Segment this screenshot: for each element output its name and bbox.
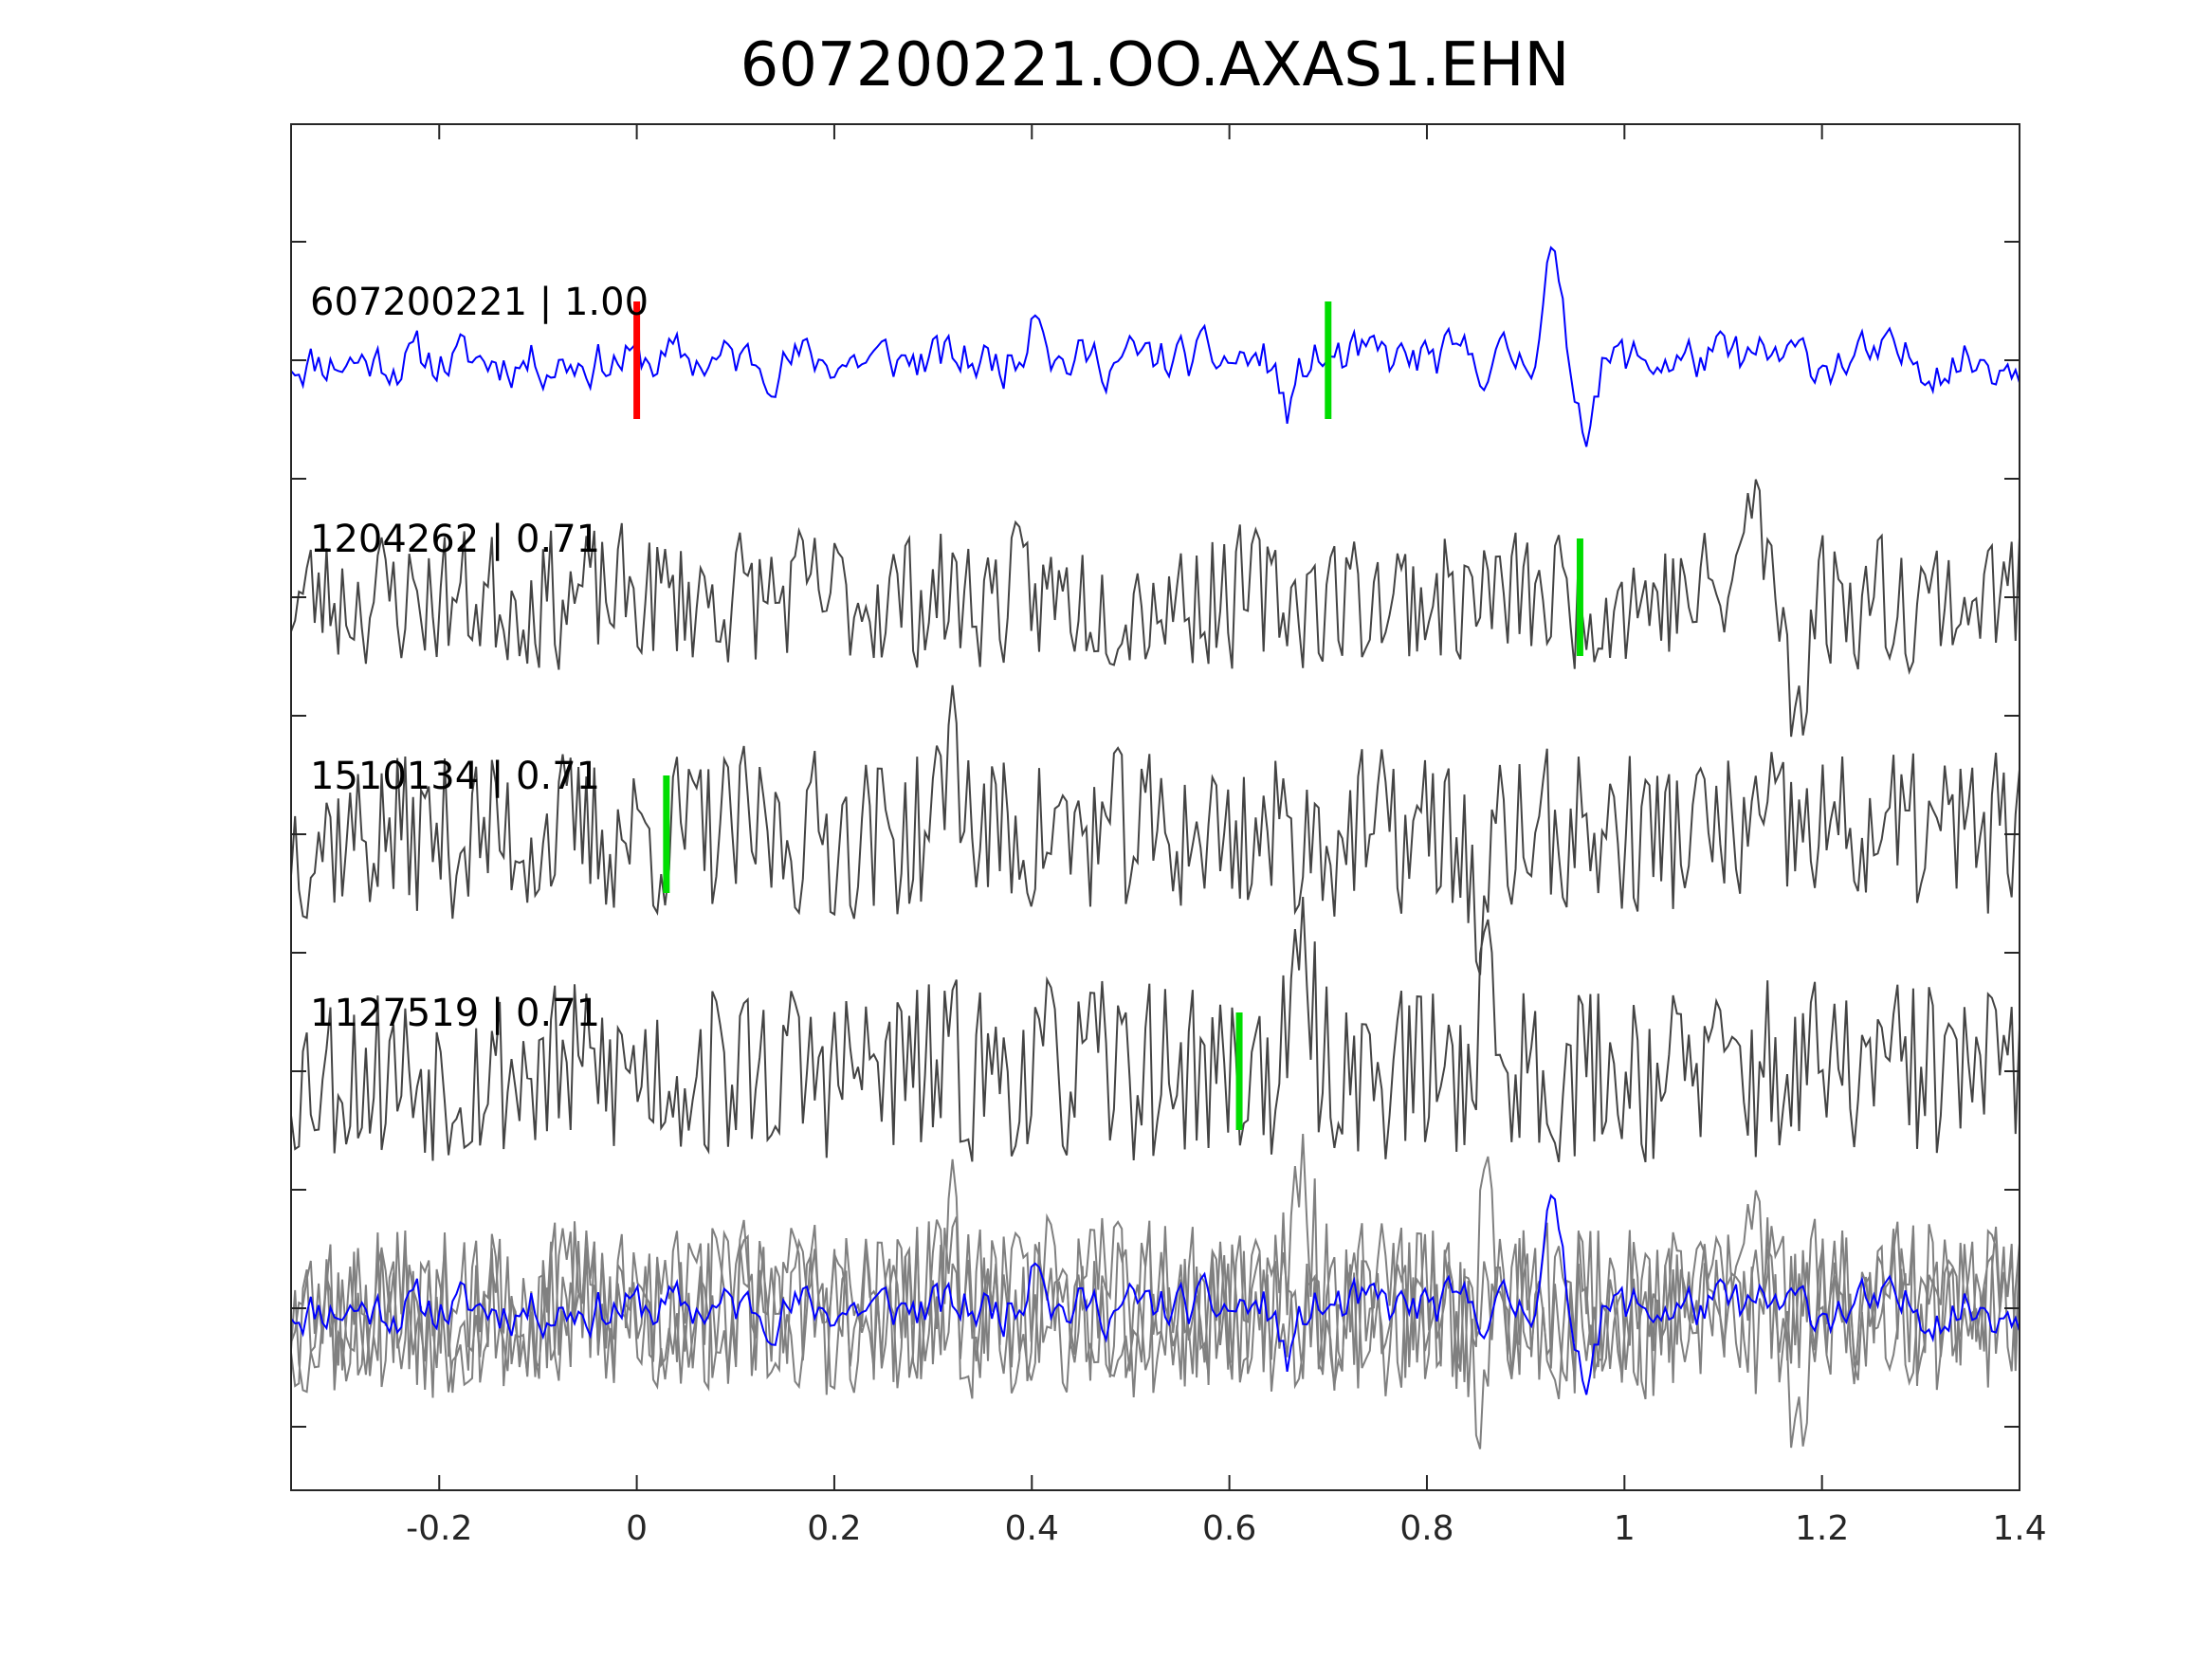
overlay-trace-1 [290, 1194, 2020, 1395]
trace-4 [290, 896, 2020, 1163]
x-tick-label: 0 [626, 1509, 648, 1548]
x-tick-label: 0.2 [807, 1509, 861, 1548]
trace-label-3: 1510134 | 0.71 [310, 755, 600, 798]
x-tick-label: -0.2 [406, 1509, 472, 1548]
trace-3 [290, 684, 2020, 975]
trace-labels: 607200221 | 1.00 1204262 | 0.71 1510134 | … [310, 281, 649, 1035]
x-tick-labels: -0.2 0 0.2 0.4 0.6 0.8 1 1.2 1.4 [406, 1509, 2047, 1548]
x-tick-label: 0.6 [1202, 1509, 1256, 1548]
x-tick-label: 1 [1614, 1509, 1636, 1548]
x-tick-label: 0.4 [1005, 1509, 1059, 1548]
trace-label-4: 1127519 | 0.71 [310, 992, 600, 1035]
axis-ticks [291, 124, 2020, 1490]
trace-label-1: 607200221 | 1.00 [310, 281, 649, 324]
trace-label-2: 1204262 | 0.71 [310, 518, 600, 561]
plot-area [290, 246, 2020, 1449]
x-tick-label: 1.4 [1992, 1509, 2046, 1548]
x-tick-label: 0.8 [1399, 1509, 1453, 1548]
x-tick-label: 1.2 [1795, 1509, 1849, 1548]
chart-title: 607200221.OO.AXAS1.EHN [740, 30, 1570, 100]
trace-2 [290, 479, 2020, 738]
trace-1 [290, 246, 2020, 447]
axes-box [290, 123, 2020, 1491]
overlay-trace-2 [290, 1190, 2020, 1449]
